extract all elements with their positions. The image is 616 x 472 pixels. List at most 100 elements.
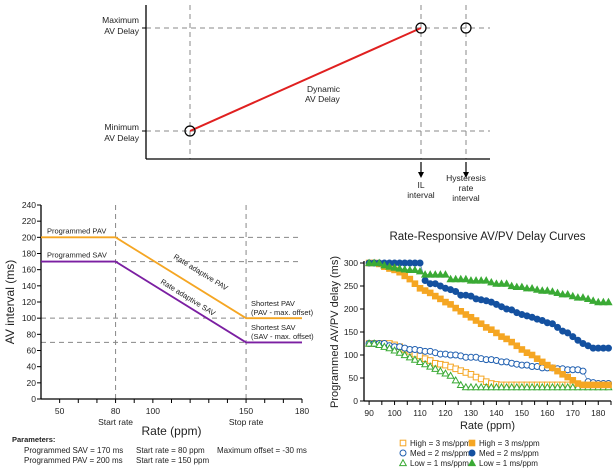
dynamic-label-2: AV Delay: [305, 94, 341, 104]
legend-label: Med = 2 ms/ppm: [410, 449, 470, 458]
data-point: [568, 291, 577, 300]
data-point: [553, 382, 562, 391]
data-point: [487, 277, 496, 286]
data-point: [405, 352, 414, 361]
dynamic-label-1: Dynamic: [307, 84, 341, 94]
y-tick-label: 300: [344, 258, 358, 268]
data-point: [594, 297, 603, 306]
data-point: [446, 371, 455, 379]
data-point: [604, 297, 613, 306]
data-point: [527, 382, 537, 391]
data-point: [471, 382, 481, 391]
min-point-marker: [184, 125, 196, 137]
x-tick-label: 50: [55, 406, 65, 416]
il-label-1: IL: [417, 180, 424, 190]
data-point: [447, 301, 454, 308]
y-tick-label: 80: [27, 329, 37, 339]
hyst-label-2: rate: [459, 183, 474, 193]
hyst-label-3: interval: [452, 193, 480, 203]
x-tick-label: 90: [364, 408, 374, 418]
y-tick-label: 0: [31, 394, 36, 404]
data-point: [390, 263, 399, 271]
y-tick-label: 120: [22, 297, 36, 307]
data-point: [482, 276, 491, 284]
data-point: [548, 320, 556, 328]
data-point: [446, 274, 455, 283]
x-tick-label: 110: [413, 408, 427, 418]
data-point: [599, 297, 608, 306]
y-tick-label: 50: [349, 373, 359, 383]
ylabel-min-2: AV Delay: [104, 133, 140, 143]
data-point: [431, 270, 440, 278]
data-point: [563, 382, 572, 391]
dynamic-av-delay-chart: Maximum AV Delay Minimum AV Delay Dynami…: [102, 5, 490, 203]
data-point: [512, 282, 521, 291]
data-point: [420, 359, 430, 368]
data-point: [507, 281, 516, 290]
right-y-axis-title: Programmed AV/PV delay (ms): [329, 256, 341, 408]
il-arrow-head: [418, 172, 424, 178]
annotation-shortest-pav-1: Shortest PAV: [251, 299, 295, 308]
data-point: [569, 333, 577, 341]
data-point: [471, 276, 481, 284]
legend-marker: [468, 439, 476, 447]
data-point: [451, 375, 460, 384]
data-point: [553, 288, 562, 296]
y-tick-label: 140: [22, 281, 36, 291]
parameter-text: Start rate = 150 ppm: [136, 456, 209, 465]
data-point: [415, 266, 425, 275]
data-point: [364, 258, 374, 267]
data-point: [370, 339, 379, 347]
data-point: [385, 343, 394, 352]
data-point: [375, 340, 384, 348]
data-point: [568, 382, 577, 391]
data-point: [558, 289, 567, 298]
y-tick-label: 150: [344, 327, 358, 337]
annotation-programmed-pav: Programmed PAV: [47, 226, 106, 235]
data-point: [527, 283, 537, 292]
data-point: [538, 382, 547, 391]
legend-label: Low = 1 ms/ppm: [479, 459, 538, 468]
y-tick-label: 0: [353, 396, 358, 406]
series-filled-circle: [365, 259, 612, 352]
data-point: [508, 338, 515, 346]
data-point: [563, 289, 572, 298]
il-point-marker: [415, 22, 427, 34]
data-point: [477, 320, 485, 328]
x-tick-label: 180: [591, 408, 605, 418]
x-tick-label: 100: [146, 406, 160, 416]
data-point: [466, 382, 476, 391]
data-point: [554, 323, 562, 331]
data-point: [400, 350, 409, 359]
data-point: [482, 382, 491, 391]
legend-marker: [467, 458, 477, 467]
data-point: [456, 380, 465, 388]
x-tick-label: 160: [540, 408, 554, 418]
legend-marker: [468, 449, 476, 457]
data-point: [548, 287, 557, 295]
x-tick-label: 150: [239, 406, 253, 416]
data-point: [517, 282, 527, 291]
data-point: [380, 260, 389, 269]
x-tick-label: 120: [438, 408, 452, 418]
data-point: [548, 382, 557, 391]
data-point: [426, 270, 435, 278]
ylabel-max-1: Maximum: [102, 15, 139, 25]
x-tick-label: 150: [515, 408, 529, 418]
data-point: [476, 382, 486, 391]
data-point: [452, 288, 460, 296]
data-point: [497, 279, 506, 287]
data-point: [415, 357, 425, 365]
data-point: [573, 293, 583, 301]
parameters-heading: Parameters:: [12, 435, 55, 444]
data-point: [522, 382, 532, 391]
data-point: [538, 286, 547, 294]
y-tick-label: 240: [22, 200, 36, 210]
data-point: [461, 274, 471, 283]
data-point: [420, 270, 430, 278]
parameter-text: Programmed PAV = 200 ms: [24, 456, 123, 465]
y-tick-label: 200: [344, 304, 358, 314]
data-point: [564, 329, 572, 337]
data-point: [543, 382, 552, 391]
hysteresis-point-marker: [460, 22, 472, 34]
